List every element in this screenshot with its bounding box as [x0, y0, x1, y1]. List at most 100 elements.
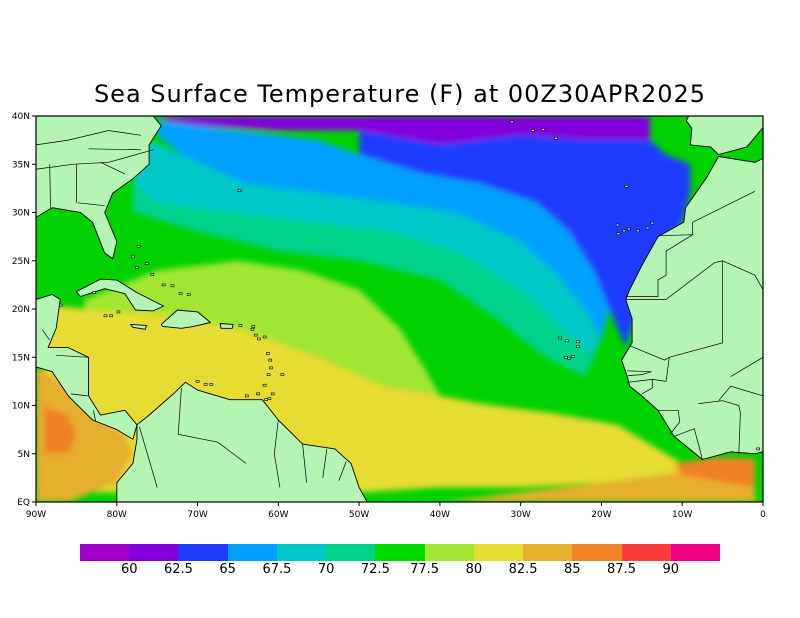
border-line	[177, 388, 247, 464]
sst-field-yellow-green-band	[84, 260, 440, 396]
lon-tick-label: 70W	[187, 510, 207, 520]
border-line	[42, 329, 50, 341]
border-line	[627, 357, 670, 383]
sst-field-orange-pacific	[36, 366, 133, 502]
colorbar-label: 60	[120, 562, 138, 577]
island	[209, 382, 214, 386]
border-line	[70, 393, 88, 397]
land-africa	[621, 156, 763, 460]
island	[256, 392, 260, 396]
sst-field-cyan-band	[132, 140, 602, 358]
colorbar-swatch	[178, 544, 228, 561]
island	[616, 232, 621, 235]
colorbar-label: 87.5	[607, 562, 637, 577]
border-line	[673, 428, 703, 460]
island	[564, 355, 568, 359]
border-line	[36, 130, 142, 146]
sst-field-teal-band	[132, 183, 594, 377]
island	[250, 327, 255, 331]
island	[269, 366, 273, 370]
colorbar-swatch	[572, 544, 622, 561]
lon-tick-label: 60W	[268, 510, 288, 520]
colorbar-swatch	[523, 544, 573, 561]
lat-tick-label: 30N	[12, 209, 30, 219]
land-north-america	[36, 116, 162, 260]
colorbar-swatch	[276, 544, 327, 561]
sst-field-sky-blue	[157, 120, 610, 338]
longitude-axis: 90W 80W 70W 60W 50W 40W 30W 20W 10W 0	[26, 502, 766, 520]
colorbar-swatch	[473, 544, 524, 561]
island	[635, 229, 640, 233]
island	[135, 266, 139, 269]
island	[266, 373, 271, 376]
island	[170, 284, 175, 288]
colorbar-swatch	[424, 544, 474, 561]
island	[558, 336, 563, 340]
border-line	[302, 444, 307, 483]
island	[624, 185, 629, 188]
border-line	[49, 164, 51, 208]
colorbar-label: 65	[219, 562, 236, 577]
lat-tick-label: 15N	[12, 353, 30, 363]
island	[530, 129, 535, 132]
island	[622, 229, 626, 233]
colorbar-label: 67.5	[262, 562, 292, 577]
border-line	[77, 202, 105, 207]
lon-tick-label: 90W	[26, 510, 46, 520]
lon-tick-label: 30W	[510, 510, 530, 520]
map-title: Sea Surface Temperature (F) at 00Z30APR2…	[93, 80, 707, 108]
island	[267, 397, 272, 401]
country-borders	[36, 130, 763, 488]
border-line	[658, 409, 681, 435]
island	[576, 340, 580, 344]
island	[144, 262, 149, 265]
latitude-axis: 40N 35N 30N 25N 20N 15N 10N 5N EQ	[12, 112, 36, 508]
island	[756, 447, 761, 451]
border-line	[627, 370, 652, 376]
island	[186, 293, 191, 296]
island	[92, 291, 96, 294]
colorbar-label: 85	[564, 562, 581, 577]
border-line	[338, 461, 347, 481]
lat-tick-label: 20N	[12, 305, 30, 315]
island	[59, 303, 63, 307]
island	[645, 226, 650, 230]
colorbar-label: 77.5	[410, 562, 440, 577]
colorbar-swatch	[621, 544, 671, 561]
land-puerto-rico	[219, 323, 234, 329]
island	[150, 272, 155, 276]
island	[136, 245, 141, 248]
colorbar-label: 82.5	[508, 562, 538, 577]
colorbar-swatch	[326, 544, 376, 561]
colorbar-labels: 60 62.5 65 67.5 70 72.5 77.5 80 82.5 85 87.5 90	[80, 562, 720, 582]
sst-field-orange-south	[318, 463, 755, 502]
sst-map: 40N 35N 30N 25N 20N 15N 10N 5N EQ 90W 80W 70W 60W 50…	[12, 112, 766, 520]
island	[576, 345, 580, 348]
colorbar-swatch	[227, 544, 277, 561]
colorbar-swatch	[375, 544, 425, 561]
island	[245, 394, 249, 398]
land-jamaica	[130, 323, 148, 330]
island	[509, 120, 514, 124]
lat-tick-label: 25N	[12, 257, 30, 267]
border-line	[93, 410, 97, 422]
lat-tick-label: 5N	[18, 450, 30, 460]
land-masses	[36, 116, 763, 502]
land-iberia	[685, 116, 763, 156]
lat-tick-label: EQ	[17, 498, 30, 508]
border-line	[88, 148, 142, 151]
island	[268, 358, 273, 362]
island	[264, 398, 269, 402]
border-line	[641, 379, 653, 395]
island	[161, 283, 166, 287]
island	[564, 339, 569, 343]
island	[650, 221, 655, 225]
border-line	[36, 149, 154, 170]
lon-tick-label: 0	[760, 510, 766, 520]
island	[615, 223, 620, 227]
island	[195, 380, 200, 383]
lon-tick-label: 10W	[672, 510, 692, 520]
island	[251, 325, 256, 328]
sst-field-blue-north	[359, 130, 691, 348]
island	[265, 352, 270, 355]
